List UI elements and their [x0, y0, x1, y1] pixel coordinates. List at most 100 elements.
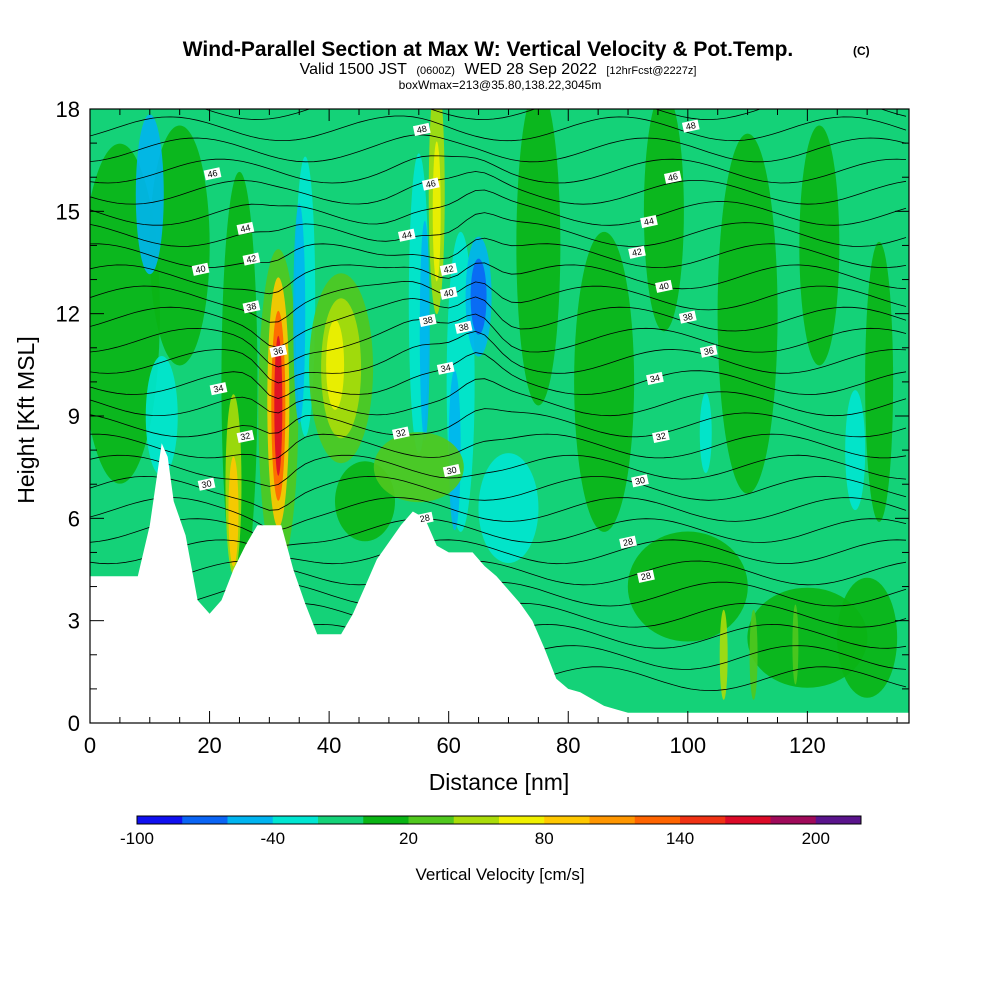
theta-contour-label: 44: [397, 228, 416, 242]
theta-contour-line: [90, 560, 907, 586]
svg-text:40: 40: [443, 287, 455, 299]
svg-text:44: 44: [239, 222, 251, 234]
theta-contour-line: [90, 330, 907, 384]
svg-text:28: 28: [419, 512, 431, 524]
colorbar-swatch: [815, 816, 862, 824]
x-axis-label: Distance [nm]: [429, 769, 570, 795]
svg-text:38: 38: [458, 321, 470, 333]
theta-contour-line: [90, 475, 907, 511]
x-tick-label: 40: [317, 733, 341, 758]
colorbar-swatch: [770, 816, 817, 824]
y-tick-label: 3: [68, 609, 80, 634]
svg-text:38: 38: [245, 301, 257, 313]
x-axis: 0 20 40 60 80 100 120: [84, 109, 898, 758]
theta-contour-line: [90, 352, 907, 400]
theta-contour-label: 34: [646, 371, 664, 386]
svg-text:36: 36: [703, 345, 715, 357]
svg-text:42: 42: [245, 253, 257, 265]
theta-contour-label: 28: [619, 535, 637, 549]
theta-contour-line: [90, 155, 907, 184]
theta-contour-line: [90, 518, 907, 546]
colorbar-swatch: [453, 816, 500, 824]
colorbar-swatch: [182, 816, 228, 824]
colorbar-swatch: [680, 816, 726, 824]
colorbar-swatch: [725, 816, 771, 824]
y-tick-label: 9: [68, 404, 80, 429]
colorbar-swatch: [137, 816, 183, 824]
svg-text:38: 38: [682, 311, 694, 323]
theta-contour-label: 38: [454, 320, 473, 334]
svg-text:48: 48: [685, 120, 697, 132]
svg-text:48: 48: [416, 124, 428, 136]
theta-contour-line: [90, 433, 907, 460]
colorbar-tick-label: 200: [802, 829, 830, 848]
svg-text:46: 46: [207, 168, 219, 180]
svg-text:46: 46: [425, 178, 437, 190]
theta-contour-line: [90, 134, 907, 163]
subtitle-date: WED 28 Sep 2022: [464, 61, 597, 78]
colorbar-tick-label: -100: [120, 829, 154, 848]
theta-contour-label: 42: [242, 252, 261, 266]
svg-text:30: 30: [446, 465, 458, 477]
theta-contour-label: 38: [418, 313, 437, 328]
theta-contour-label: 34: [436, 361, 455, 375]
svg-text:30: 30: [201, 478, 213, 490]
colorbar-swatch: [272, 816, 319, 824]
theta-contour-label: 42: [628, 245, 646, 259]
theta-contour-label: 36: [269, 344, 288, 358]
theta-contour-line: [90, 454, 907, 487]
theta-contour-label: 28: [637, 569, 655, 583]
chart-subtitle: Valid 1500 JST (0600Z) WED 28 Sep 2022 […: [300, 61, 697, 78]
theta-contour-line: [90, 262, 907, 295]
y-tick-label: 6: [68, 506, 80, 531]
subtitle-fcst: [12hrFcst@2227z]: [606, 65, 696, 77]
theta-contour-label: 32: [652, 429, 670, 444]
svg-text:32: 32: [395, 427, 407, 439]
y-tick-label: 0: [68, 711, 80, 736]
colorbar-swatch: [634, 816, 681, 824]
theta-contour-label: 44: [236, 221, 255, 235]
theta-contour-label: 46: [203, 167, 222, 181]
colorbar-tick-label: 80: [535, 829, 554, 848]
svg-text:42: 42: [631, 246, 643, 258]
colorbar-tick-label: -40: [260, 829, 285, 848]
theta-contour-label: 48: [412, 122, 431, 137]
svg-text:42: 42: [443, 263, 455, 275]
theta-contour-label: 32: [236, 429, 255, 444]
theta-contour-label: 32: [391, 426, 410, 440]
chart-subtitle-2: boxWmax=213@35.80,138.22,3045m: [399, 78, 602, 92]
theta-contour-line: [90, 171, 907, 205]
terrain-mask: [90, 443, 909, 723]
colorbar-label: Vertical Velocity [cm/s]: [415, 865, 584, 884]
plot-area: 48 48 46 46 46 44 44 44 40 42 42 42 40 40 38 38 38 38 36 36…: [90, 109, 909, 723]
chart-title-units: (C): [853, 44, 870, 58]
theta-contour-label: 30: [197, 477, 216, 491]
theta-contour-line: [90, 280, 907, 323]
colorbar-swatch: [363, 816, 409, 824]
theta-contour-label: 34: [209, 382, 228, 396]
theta-contour-line: [90, 378, 907, 417]
svg-text:28: 28: [640, 570, 652, 582]
colorbar-swatch: [499, 816, 545, 824]
svg-text:40: 40: [658, 280, 670, 292]
theta-contour-label: 44: [640, 215, 658, 229]
svg-text:28: 28: [622, 536, 634, 548]
theta-contour-label: 30: [631, 474, 649, 488]
theta-contour-line: [90, 296, 907, 348]
theta-contour-label: 28: [415, 511, 434, 525]
theta-contour-line: [90, 408, 907, 438]
colorbar-frame: [136, 815, 862, 825]
colorbar-swatch: [408, 816, 455, 824]
colorbar-swatch: [544, 816, 590, 824]
colorbar-swatch: [227, 816, 274, 824]
contour-labels: 48 48 46 46 46 44 44 44 40 42 42 42 40 40 38 38 38 38 36 36…: [191, 119, 718, 583]
svg-text:36: 36: [272, 345, 284, 357]
chart-title: Wind-Parallel Section at Max W: Vertical…: [183, 38, 794, 61]
theta-contour-label: 38: [678, 310, 697, 324]
theta-contour-line: [90, 237, 907, 269]
theta-contour-label: 36: [699, 344, 718, 358]
colorbar-tick-label: 140: [666, 829, 694, 848]
x-tick-label: 20: [197, 733, 221, 758]
theta-contour-label: 40: [191, 262, 210, 276]
theta-contour-line: [90, 189, 907, 226]
